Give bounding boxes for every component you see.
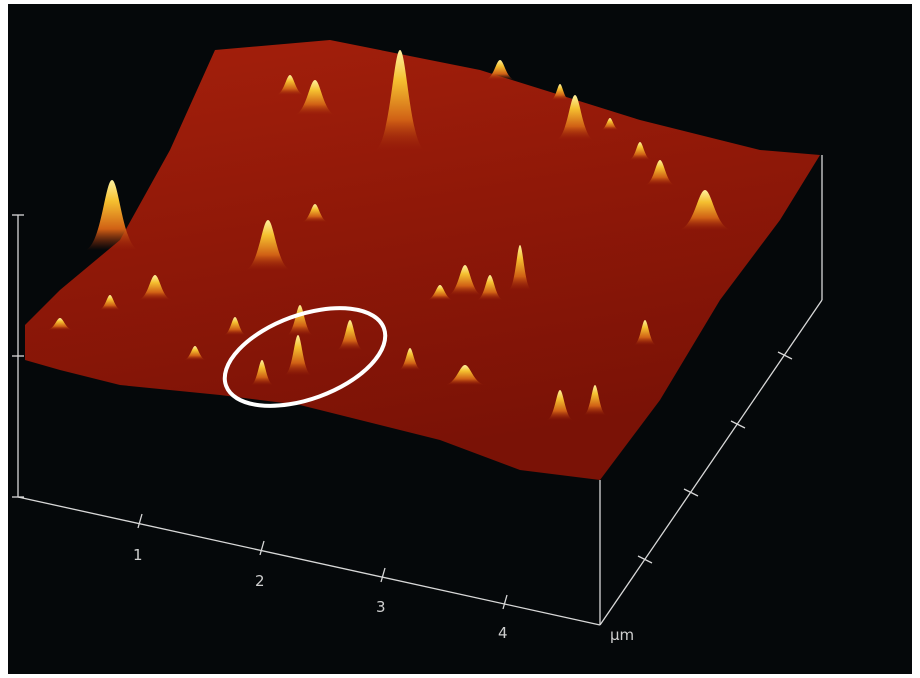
peak: [546, 390, 574, 420]
peak: [677, 190, 733, 230]
peak: [284, 335, 312, 375]
peak: [633, 320, 657, 345]
x-tick-label: 1: [133, 546, 143, 564]
peak: [484, 60, 516, 80]
peak: [550, 84, 570, 100]
unit-label: µm: [610, 626, 634, 644]
peak: [336, 320, 364, 350]
peak: [600, 118, 620, 130]
peak: [644, 160, 676, 185]
peak: [84, 180, 140, 250]
peak: [628, 142, 652, 160]
peak: [183, 346, 207, 360]
peak: [555, 95, 595, 140]
peak: [137, 275, 173, 300]
peak: [98, 295, 122, 310]
peak: [293, 80, 337, 115]
peak: [447, 265, 483, 295]
peak: [46, 318, 74, 330]
peak: [244, 220, 292, 270]
peak: [250, 360, 274, 385]
peak: [508, 245, 532, 290]
x-tick-label: 4: [498, 624, 508, 642]
peak: [426, 285, 454, 300]
peak: [301, 204, 329, 222]
x-tick-label: 2: [255, 572, 265, 590]
peak: [443, 365, 487, 385]
axis-box: [12, 155, 823, 626]
x-tick-label: 3: [376, 598, 386, 616]
peak: [223, 317, 247, 335]
peak: [476, 275, 504, 300]
peak: [374, 50, 426, 150]
peak: [275, 75, 305, 95]
peaks: [46, 50, 733, 420]
highlight-ellipse: [222, 306, 388, 408]
peak: [398, 348, 422, 370]
peak: [286, 305, 314, 335]
peak: [583, 385, 607, 415]
